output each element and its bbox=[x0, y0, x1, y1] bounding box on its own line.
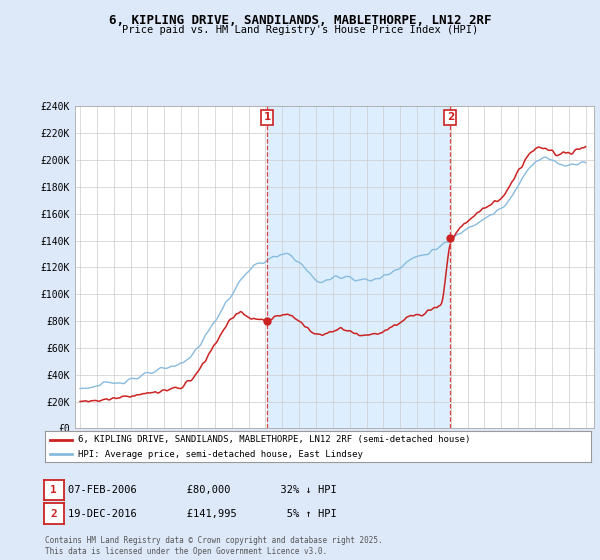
Text: 07-FEB-2006        £80,000        32% ↓ HPI: 07-FEB-2006 £80,000 32% ↓ HPI bbox=[68, 485, 337, 495]
Text: 1: 1 bbox=[263, 112, 271, 122]
Text: Price paid vs. HM Land Registry's House Price Index (HPI): Price paid vs. HM Land Registry's House … bbox=[122, 25, 478, 35]
Text: HPI: Average price, semi-detached house, East Lindsey: HPI: Average price, semi-detached house,… bbox=[78, 450, 362, 459]
Text: 6, KIPLING DRIVE, SANDILANDS, MABLETHORPE, LN12 2RF: 6, KIPLING DRIVE, SANDILANDS, MABLETHORP… bbox=[109, 14, 491, 27]
Text: 2: 2 bbox=[446, 112, 454, 122]
Text: 1: 1 bbox=[50, 485, 57, 495]
Text: 6, KIPLING DRIVE, SANDILANDS, MABLETHORPE, LN12 2RF (semi-detached house): 6, KIPLING DRIVE, SANDILANDS, MABLETHORP… bbox=[78, 435, 470, 444]
Bar bbox=[267, 106, 450, 428]
Text: 19-DEC-2016        £141,995        5% ↑ HPI: 19-DEC-2016 £141,995 5% ↑ HPI bbox=[68, 508, 337, 519]
Text: 2: 2 bbox=[50, 508, 57, 519]
Text: Contains HM Land Registry data © Crown copyright and database right 2025.
This d: Contains HM Land Registry data © Crown c… bbox=[45, 536, 383, 556]
